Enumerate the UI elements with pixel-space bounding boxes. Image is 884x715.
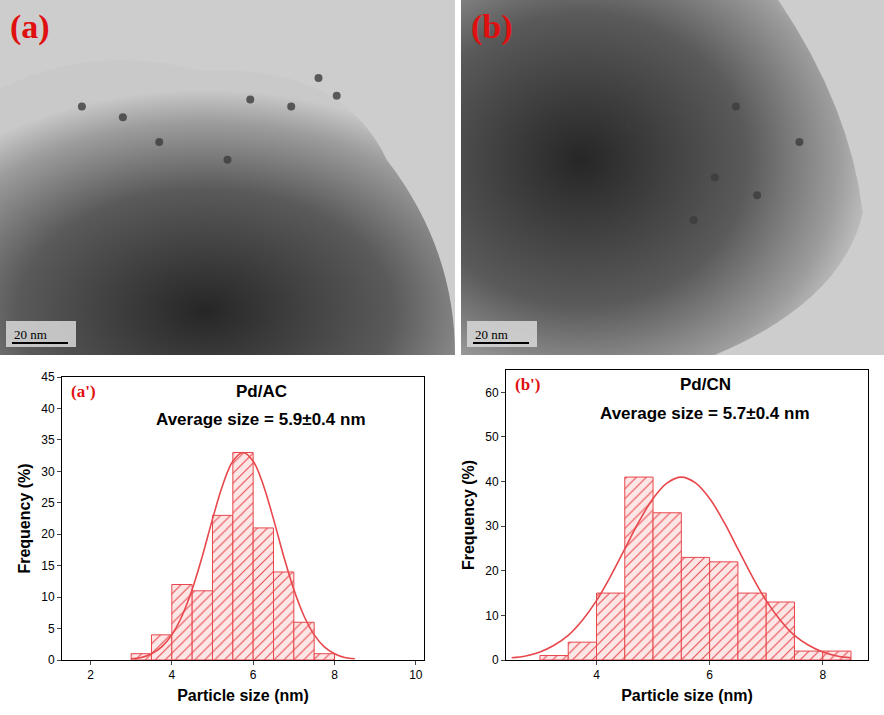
svg-text:10: 10: [409, 668, 423, 682]
svg-text:Particle size (nm): Particle size (nm): [621, 687, 753, 704]
svg-text:40: 40: [41, 402, 55, 416]
svg-text:(b'): (b'): [515, 375, 541, 394]
svg-text:45: 45: [41, 370, 55, 384]
svg-text:(a'): (a'): [71, 382, 96, 401]
svg-text:15: 15: [41, 559, 55, 573]
svg-text:10: 10: [485, 609, 499, 623]
svg-text:40: 40: [485, 475, 499, 489]
svg-text:(b): (b): [471, 8, 513, 46]
svg-text:6: 6: [250, 668, 257, 682]
svg-text:0: 0: [492, 653, 499, 667]
svg-text:60: 60: [485, 386, 499, 400]
svg-text:30: 30: [485, 519, 499, 533]
svg-text:2: 2: [87, 668, 94, 682]
svg-text:Frequency (%): Frequency (%): [16, 463, 33, 573]
svg-text:8: 8: [819, 668, 826, 682]
svg-text:4: 4: [593, 668, 600, 682]
svg-text:8: 8: [331, 668, 338, 682]
svg-text:20 nm: 20 nm: [475, 327, 508, 342]
svg-text:(a): (a): [10, 8, 50, 46]
svg-text:0: 0: [48, 653, 55, 667]
svg-text:35: 35: [41, 433, 55, 447]
svg-text:Pd/AC: Pd/AC: [236, 382, 287, 401]
svg-text:20: 20: [41, 527, 55, 541]
svg-text:50: 50: [485, 430, 499, 444]
svg-text:20 nm: 20 nm: [14, 327, 47, 342]
svg-text:Average size = 5.7±0.4 nm: Average size = 5.7±0.4 nm: [600, 404, 810, 423]
svg-text:Particle size (nm): Particle size (nm): [177, 687, 309, 704]
svg-text:Frequency (%): Frequency (%): [460, 460, 477, 570]
svg-text:Pd/CN: Pd/CN: [680, 375, 731, 394]
svg-text:5: 5: [48, 622, 55, 636]
svg-text:4: 4: [168, 668, 175, 682]
svg-text:30: 30: [41, 465, 55, 479]
svg-text:6: 6: [706, 668, 713, 682]
svg-text:25: 25: [41, 496, 55, 510]
svg-text:20: 20: [485, 564, 499, 578]
svg-text:10: 10: [41, 590, 55, 604]
svg-text:Average size = 5.9±0.4 nm: Average size = 5.9±0.4 nm: [156, 410, 366, 429]
